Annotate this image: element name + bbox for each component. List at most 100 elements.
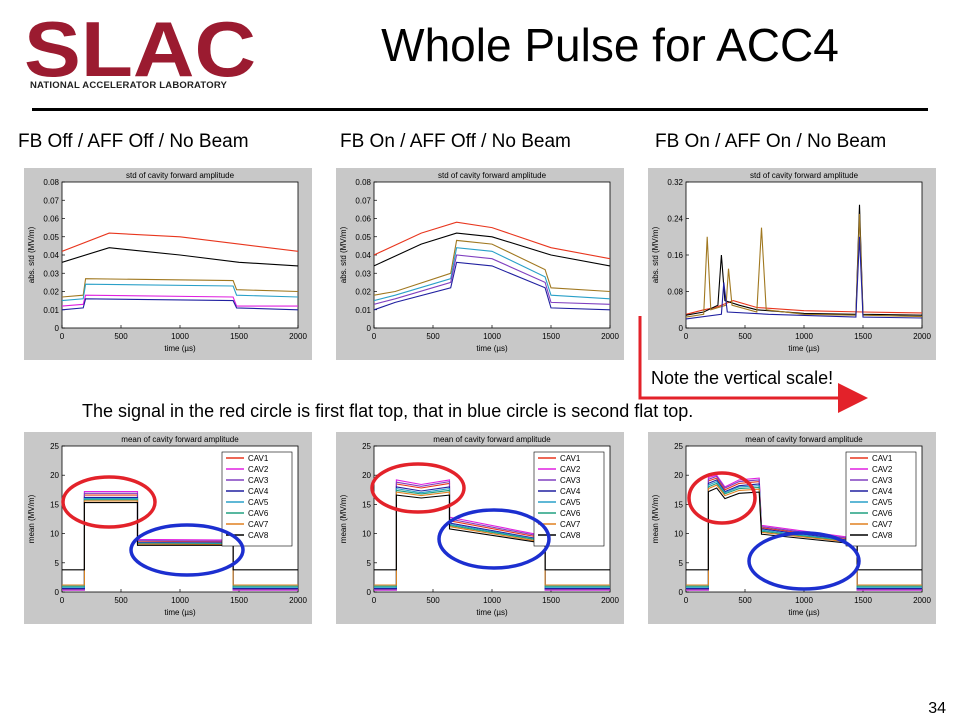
logo-subtitle: NATIONAL ACCELERATOR LABORATORY	[30, 80, 228, 91]
chart-std-fb-off-aff-off-svg: std of cavity forward amplitude 0 500 1000 1…	[27, 171, 307, 353]
y-tick-label: 0.16	[667, 251, 683, 260]
legend-label: CAV5	[248, 498, 269, 507]
chart-mean-fb-on-aff-on-svg: mean of cavity forward amplitude 0 500 1000…	[651, 435, 931, 617]
y-tick-label: 0.05	[43, 233, 59, 242]
legend-label: CAV1	[872, 454, 893, 463]
y-tick-label: 0.04	[355, 251, 371, 260]
x-tick-label: 2000	[913, 596, 931, 605]
legend-label: CAV1	[560, 454, 581, 463]
y-axis-label: abs. std (MV/m)	[339, 226, 348, 283]
y-tick-label: 0.32	[667, 178, 683, 187]
y-tick-label: 5	[55, 559, 60, 568]
x-tick-label: 500	[114, 596, 128, 605]
legend-label: CAV7	[560, 520, 581, 529]
y-tick-label: 5	[679, 559, 684, 568]
x-tick-label: 2000	[601, 332, 619, 341]
y-tick-label: 10	[50, 530, 59, 539]
y-tick-label: 0	[679, 324, 684, 333]
page-number: 34	[928, 700, 946, 717]
y-tick-label: 0.06	[355, 215, 371, 224]
slac-logo-text: SLAC	[24, 6, 256, 93]
x-tick-label: 0	[60, 596, 65, 605]
x-tick-label: 500	[426, 332, 440, 341]
series-line-4	[374, 247, 610, 302]
x-tick-label: 1000	[483, 596, 501, 605]
y-axis-label: mean (MV/m)	[651, 494, 660, 543]
legend-label: CAV5	[872, 498, 893, 507]
y-tick-label: 0.04	[43, 251, 59, 260]
series-line-1	[62, 232, 298, 252]
y-tick-label: 0.07	[355, 196, 371, 205]
x-tick-label: 0	[372, 332, 377, 341]
legend-label: CAV4	[872, 487, 893, 496]
flat-top-caption: The signal in the red circle is first fl…	[82, 401, 694, 421]
legend-label: CAV2	[248, 465, 269, 474]
x-tick-label: 2000	[289, 332, 307, 341]
chart-title: mean of cavity forward amplitude	[121, 435, 239, 444]
x-axis-label: time (µs)	[476, 608, 508, 617]
x-tick-label: 500	[738, 332, 752, 341]
x-tick-label: 1500	[854, 596, 872, 605]
series-line-3	[62, 278, 298, 298]
chart-mean-fb-off-aff-off-svg: mean of cavity forward amplitude 0 500 1000…	[27, 435, 307, 617]
series-line-4	[62, 283, 298, 302]
x-tick-label: 0	[684, 596, 689, 605]
x-tick-label: 500	[426, 596, 440, 605]
legend-label: CAV8	[560, 531, 581, 540]
y-tick-label: 15	[674, 500, 683, 509]
legend-label: CAV2	[560, 465, 581, 474]
chart-title: std of cavity forward amplitude	[126, 171, 235, 180]
y-tick-label: 25	[50, 442, 59, 451]
chart-title: mean of cavity forward amplitude	[433, 435, 551, 444]
x-tick-label: 1500	[854, 332, 872, 341]
y-axis-label: mean (MV/m)	[27, 494, 36, 543]
chart-mean-fb-on-aff-on: mean of cavity forward amplitude 0 500 1000…	[648, 432, 936, 624]
legend-label: CAV7	[248, 520, 269, 529]
series-line-1	[686, 300, 922, 315]
y-axis-label: mean (MV/m)	[339, 494, 348, 543]
chart-std-fb-off-aff-off: std of cavity forward amplitude 0 500 1000 1…	[24, 168, 312, 360]
y-tick-label: 0.08	[667, 288, 683, 297]
x-tick-label: 1000	[795, 596, 813, 605]
legend-label: CAV1	[248, 454, 269, 463]
y-tick-label: 0	[367, 588, 372, 597]
x-axis-label: time (µs)	[164, 608, 196, 617]
chart-mean-fb-on-aff-off: mean of cavity forward amplitude 0 500 1000…	[336, 432, 624, 624]
chart-title: mean of cavity forward amplitude	[745, 435, 863, 444]
legend-label: CAV6	[872, 509, 893, 518]
series-line-6	[374, 261, 610, 311]
y-tick-label: 0	[55, 588, 60, 597]
x-axis-label: time (µs)	[476, 344, 508, 353]
chart-std-fb-on-aff-on-svg: std of cavity forward amplitude 0 500 1000 1…	[651, 171, 931, 353]
y-tick-label: 25	[674, 442, 683, 451]
column-heading-1: FB Off / AFF Off / No Beam	[18, 131, 249, 152]
column-heading-2: FB On / AFF Off / No Beam	[340, 131, 571, 152]
legend-label: CAV7	[872, 520, 893, 529]
x-tick-label: 2000	[913, 332, 931, 341]
y-tick-label: 0.07	[43, 196, 59, 205]
series-line-2	[374, 232, 610, 267]
y-tick-label: 15	[50, 500, 59, 509]
x-tick-label: 1000	[171, 332, 189, 341]
legend-label: CAV4	[248, 487, 269, 496]
x-tick-label: 2000	[601, 596, 619, 605]
series-line-4	[686, 236, 922, 320]
y-tick-label: 0.03	[355, 269, 371, 278]
x-tick-label: 500	[738, 596, 752, 605]
legend-label: CAV6	[560, 509, 581, 518]
y-axis-label: abs. std (MV/m)	[27, 226, 36, 283]
x-tick-label: 1500	[542, 596, 560, 605]
x-axis-label: time (µs)	[788, 608, 820, 617]
x-tick-label: 1000	[483, 332, 501, 341]
y-tick-label: 0	[367, 324, 372, 333]
series-line-2	[62, 247, 298, 267]
y-tick-label: 25	[362, 442, 371, 451]
series-line-1	[374, 221, 610, 260]
y-tick-label: 20	[674, 471, 683, 480]
y-axis-label: abs. std (MV/m)	[651, 226, 660, 283]
y-tick-label: 0.02	[43, 288, 59, 297]
series-line-6	[62, 298, 298, 311]
legend-label: CAV2	[872, 465, 893, 474]
series-line-5	[62, 294, 298, 307]
column-heading-3: FB On / AFF On / No Beam	[655, 131, 887, 152]
